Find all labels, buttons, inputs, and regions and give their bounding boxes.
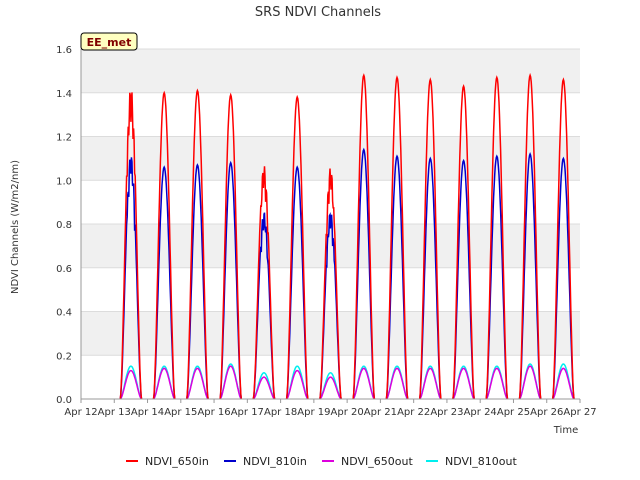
x-tick-label: Apr 24 — [464, 407, 497, 418]
x-tick-label: Apr 26 — [530, 407, 563, 418]
y-tick-label: 0.4 — [56, 308, 72, 319]
series-line-ndvi-810in — [119, 147, 575, 400]
background-band — [81, 224, 580, 268]
x-tick-labels: Apr 12 Apr 13 Apr 14 Apr 15 Apr 16 Apr 17 Apr … — [64, 399, 597, 418]
x-tick-label: Apr 27 — [563, 407, 596, 418]
y-tick-label: 1.0 — [56, 176, 72, 187]
y-tick-label: 0.2 — [56, 351, 72, 362]
series-layer — [119, 72, 575, 400]
y-tick-label: 1.6 — [56, 45, 72, 56]
legend-label: NDVI_650in — [145, 455, 209, 468]
series-line-ndvi-650out — [119, 365, 575, 400]
y-axis-label: NDVI Channels (W/m2/nm) — [10, 160, 21, 294]
y-tick-label: 0.6 — [56, 264, 72, 275]
gridlines — [81, 48, 580, 400]
series-line-ndvi-810out — [119, 363, 575, 400]
x-tick-label: Apr 16 — [197, 407, 230, 418]
x-tick-label: Apr 12 — [64, 407, 97, 418]
x-tick-label: Apr 15 — [164, 407, 197, 418]
legend-label: NDVI_650out — [341, 455, 413, 468]
axes — [80, 49, 580, 400]
y-tick-label: 1.2 — [56, 133, 72, 144]
x-tick-label: Apr 23 — [430, 407, 463, 418]
chart-title: SRS NDVI Channels — [255, 5, 381, 20]
y-tick-labels: 0.0 0.2 0.4 0.6 0.8 1.0 1.2 1.4 1.6 — [56, 45, 72, 406]
legend: NDVI_650in NDVI_810in NDVI_650out NDVI_810o… — [126, 455, 517, 468]
background-band — [81, 311, 580, 356]
y-tick-label: 0.0 — [56, 395, 72, 406]
y-tick-label: 0.8 — [56, 220, 72, 231]
x-axis-label: Time — [553, 425, 578, 436]
x-tick-label: Apr 25 — [497, 407, 530, 418]
x-tick-label: Apr 14 — [131, 407, 164, 418]
legend-label: NDVI_810in — [243, 455, 307, 468]
x-tick-label: Apr 21 — [364, 407, 397, 418]
x-tick-label: Apr 17 — [231, 407, 264, 418]
legend-label: NDVI_810out — [445, 455, 517, 468]
x-tick-label: Apr 22 — [397, 407, 430, 418]
site-badge-label: EE_met — [87, 36, 132, 49]
site-badge: EE_met — [80, 32, 138, 51]
x-tick-label: Apr 20 — [331, 407, 364, 418]
x-tick-label: Apr 19 — [297, 407, 330, 418]
x-tick-label: Apr 13 — [98, 407, 131, 418]
x-tick-label: Apr 18 — [264, 407, 297, 418]
series-line-ndvi-650in — [119, 72, 575, 400]
y-tick-label: 1.4 — [56, 89, 72, 100]
background-band — [81, 49, 580, 93]
